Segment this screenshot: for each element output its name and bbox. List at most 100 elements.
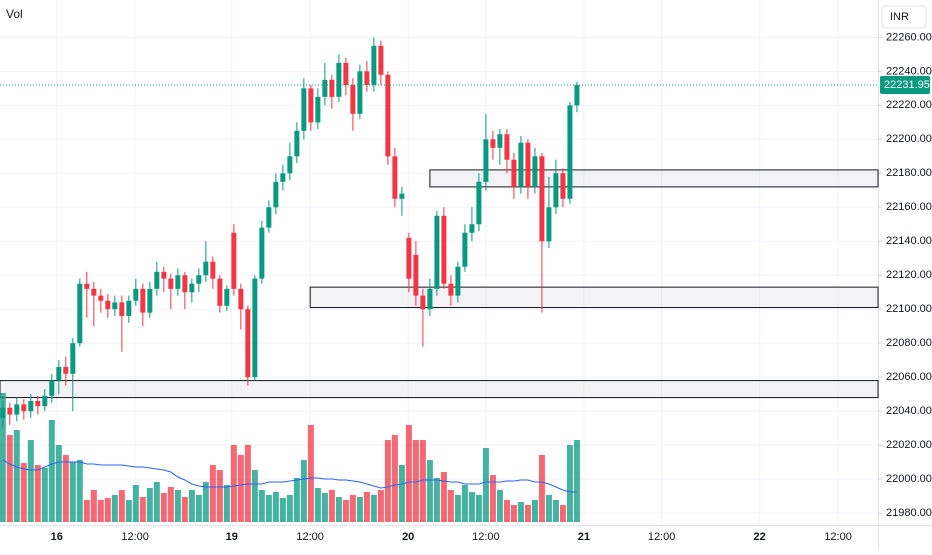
zone [0, 380, 879, 399]
volume-bar [538, 455, 545, 522]
volume-bar [433, 478, 440, 522]
volume-bar [370, 495, 377, 522]
x-tick-label: 22 [754, 531, 766, 543]
volume-bar [286, 495, 293, 522]
volume-bar [398, 465, 405, 522]
candle-body [532, 156, 538, 187]
volume-bar [230, 445, 237, 522]
candle-body [49, 380, 55, 396]
y-tick-label: 22040.00 [886, 405, 932, 417]
candle-body [329, 79, 335, 97]
currency-box[interactable] [881, 5, 927, 29]
candle-body [574, 85, 580, 106]
candle-body [371, 45, 377, 85]
candle-body [294, 130, 300, 157]
x-tick-label: 20 [402, 531, 414, 543]
currency-label: INR [890, 11, 909, 23]
volume-bar [167, 487, 174, 522]
candle-body [273, 181, 279, 208]
volume-bar [496, 490, 503, 522]
candle-body [504, 134, 510, 160]
candle-body [469, 224, 475, 233]
volume-bar [83, 500, 90, 522]
volume-bar [209, 465, 216, 522]
x-tick-label: 12:00 [296, 531, 324, 543]
y-tick-label: 22260.00 [886, 31, 932, 43]
y-tick-label: 22220.00 [886, 99, 932, 111]
volume-bar [195, 495, 202, 522]
candle-body [238, 288, 244, 310]
volume-bar [153, 482, 160, 522]
candle-body [315, 96, 321, 123]
candle-body [161, 271, 167, 279]
volume-bar [545, 495, 552, 522]
candle-body [7, 407, 13, 415]
candle-body [490, 139, 496, 148]
candle-body [217, 278, 223, 306]
volume-bar [454, 495, 461, 522]
candle-body [567, 105, 573, 199]
candle-body [455, 266, 461, 296]
volume-bar [237, 455, 244, 522]
candle-body [21, 404, 27, 412]
volume-bar [307, 425, 314, 522]
volume-bar [20, 463, 27, 522]
volume-bar [6, 435, 13, 522]
candle-body [154, 271, 160, 289]
candle-body [259, 227, 265, 279]
volume-bar [314, 488, 321, 522]
candle-body [497, 134, 503, 148]
volume-bar [111, 495, 118, 522]
candle-body [378, 45, 384, 75]
candle-body [392, 156, 398, 199]
volume-bar [34, 465, 41, 522]
volume-bar [188, 490, 195, 522]
volume-bar [125, 500, 132, 522]
candle-body [133, 288, 139, 301]
candle-body [560, 173, 566, 199]
candle-body [224, 288, 230, 306]
candle-body [280, 173, 286, 182]
candle-body [539, 156, 545, 242]
candle-body [308, 88, 314, 123]
y-tick-label: 22200.00 [886, 133, 932, 145]
volume-bar [62, 455, 69, 522]
candle-body [196, 275, 202, 284]
candle-body [385, 74, 391, 157]
x-tick-label: 12:00 [121, 531, 149, 543]
volume-bar [349, 495, 356, 522]
y-tick-label: 22120.00 [886, 269, 932, 281]
volume-bar [160, 493, 167, 522]
candle-body [546, 207, 552, 242]
volume-bar [13, 430, 20, 522]
candle-body [140, 288, 146, 313]
candle-body [91, 288, 97, 296]
volume-bar [335, 497, 342, 522]
volume-bar [440, 472, 447, 522]
volume-bar [223, 485, 230, 522]
candle-body [98, 295, 104, 301]
candle-body [14, 404, 20, 415]
candle-body [105, 300, 111, 310]
candle-body [476, 181, 482, 225]
volume-bar [342, 500, 349, 522]
volume-bar [489, 475, 496, 522]
candle-body [210, 261, 216, 279]
candle-body [518, 142, 524, 187]
candle-body [56, 366, 62, 381]
candle-body [42, 395, 48, 407]
candle-body [525, 142, 531, 187]
candle-body [112, 302, 118, 310]
x-tick-label: 12:00 [824, 531, 852, 543]
volume-bar [293, 478, 300, 522]
volume-bar [139, 497, 146, 522]
y-tick-label: 22100.00 [886, 303, 932, 315]
last-price-label: 22231.95 [884, 79, 930, 91]
zone [309, 286, 879, 309]
candle-body [182, 275, 188, 293]
volume-bar [27, 440, 34, 522]
volume-bar [90, 490, 97, 522]
candle-body [420, 295, 426, 310]
